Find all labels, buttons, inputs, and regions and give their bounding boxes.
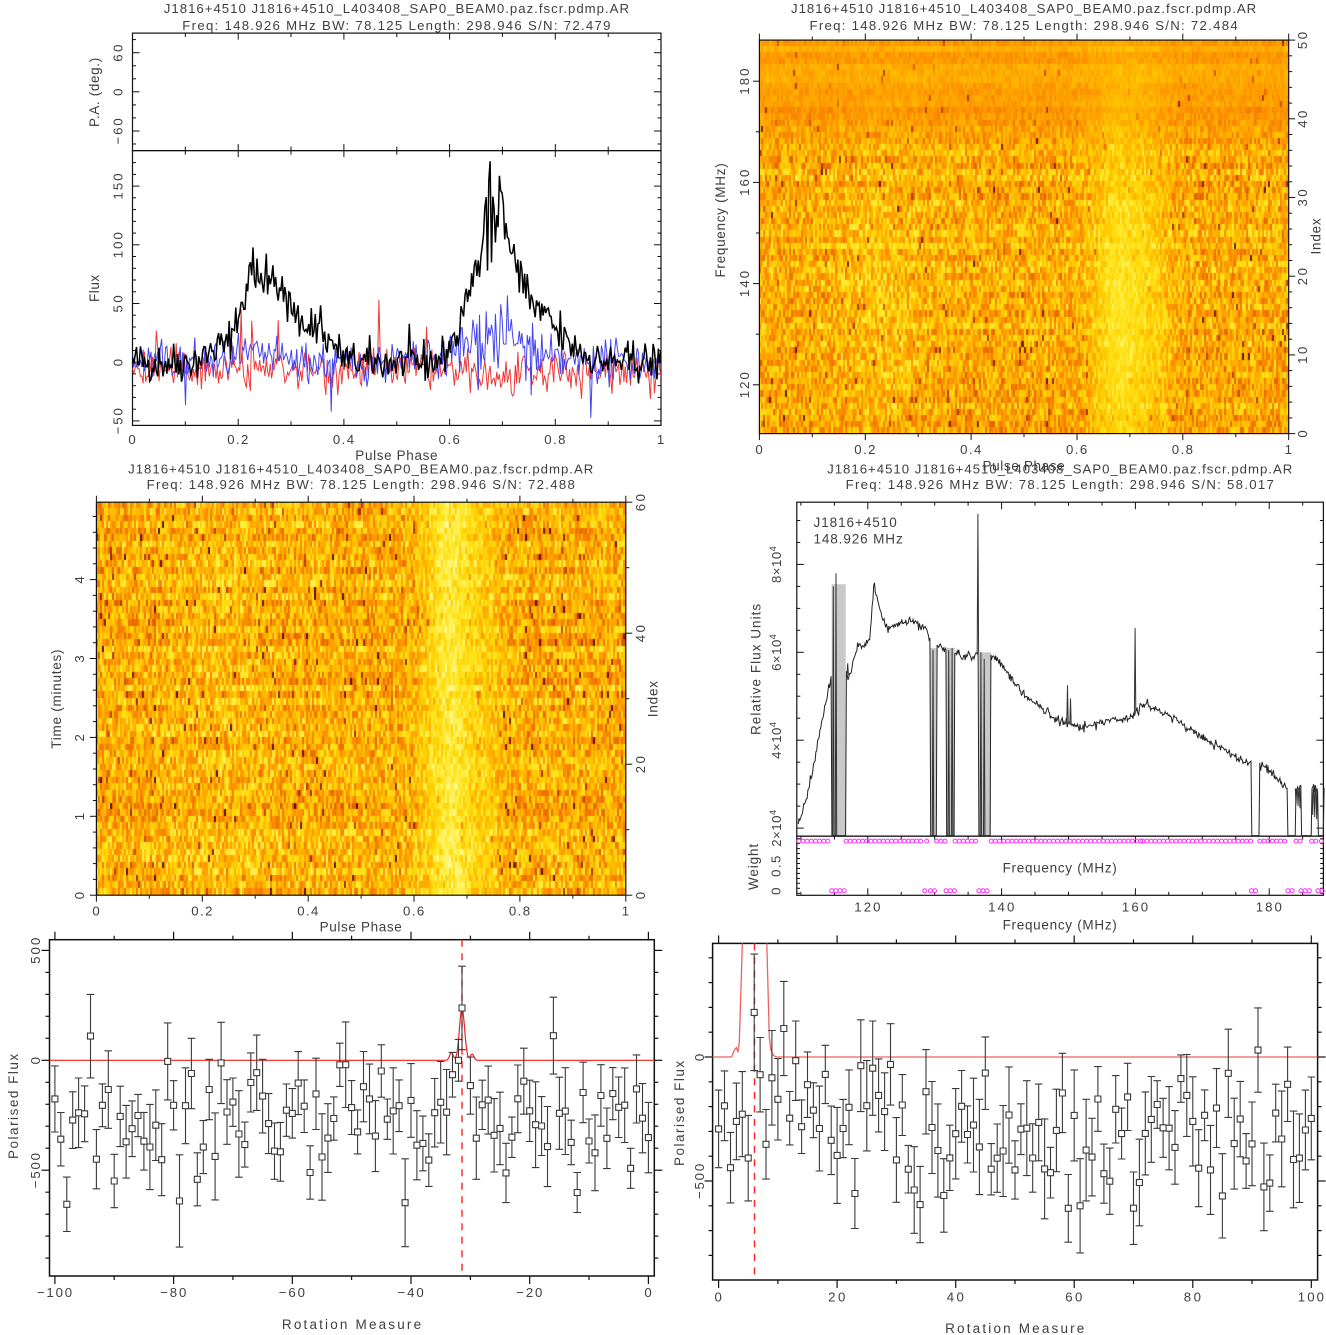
svg-text:0: 0 [72,891,87,899]
svg-text:160: 160 [1122,900,1149,915]
svg-text:−20: −20 [516,1285,543,1300]
svg-text:0.2: 0.2 [191,904,213,919]
svg-text:60: 60 [1065,1290,1083,1305]
svg-text:2: 2 [72,733,87,741]
svg-text:0: 0 [28,1056,43,1064]
svg-text:0.8: 0.8 [544,432,566,447]
svg-text:20: 20 [1295,267,1310,285]
svg-text:4: 4 [72,576,87,584]
svg-text:0: 0 [111,358,126,366]
svg-text:Freq: 148.926 MHz BW: 78.125 L: Freq: 148.926 MHz BW: 78.125 Length: 298… [846,477,1275,492]
svg-text:−500: −500 [692,1163,707,1199]
svg-text:0: 0 [1295,430,1310,438]
svg-text:Index: Index [646,680,661,717]
svg-text:1: 1 [72,812,87,820]
svg-text:−80: −80 [160,1285,187,1300]
svg-text:0: 0 [769,887,784,895]
svg-text:0.4: 0.4 [297,904,319,919]
svg-text:10: 10 [1295,346,1310,364]
svg-text:1: 1 [657,432,665,447]
svg-text:Polarised Flux: Polarised Flux [672,1060,687,1166]
svg-text:Polarised Flux: Polarised Flux [6,1053,21,1159]
svg-text:40: 40 [633,624,648,642]
svg-text:Rotation Measure: Rotation Measure [282,1317,422,1332]
svg-text:−500: −500 [28,1152,43,1188]
svg-text:0: 0 [692,1053,707,1061]
svg-text:0.5: 0.5 [769,855,784,877]
svg-text:−40: −40 [398,1285,425,1300]
svg-text:Flux: Flux [87,274,102,302]
svg-text:−60: −60 [111,118,126,145]
svg-text:0: 0 [715,1290,723,1305]
svg-text:160: 160 [737,169,752,196]
svg-text:120: 120 [854,900,881,915]
svg-text:0: 0 [644,1285,652,1300]
svg-text:140: 140 [737,270,752,297]
svg-text:J1816+4510: J1816+4510 [814,515,898,530]
svg-text:180: 180 [1256,900,1283,915]
svg-text:30: 30 [1295,189,1310,207]
svg-text:0.6: 0.6 [1066,442,1088,457]
svg-text:60: 60 [633,493,648,511]
svg-text:0: 0 [92,904,100,919]
svg-text:50: 50 [111,295,126,313]
svg-text:Time (minutes): Time (minutes) [49,649,64,749]
svg-text:20: 20 [828,1290,846,1305]
svg-text:Rotation Measure: Rotation Measure [945,1321,1085,1335]
svg-text:Weight: Weight [746,843,761,890]
svg-text:6×104: 6×104 [768,634,784,671]
svg-text:4×104: 4×104 [768,722,784,759]
svg-text:Freq: 148.926 MHz BW: 78.125 L: Freq: 148.926 MHz BW: 78.125 Length: 298… [810,18,1239,33]
svg-text:J1816+4510 J1816+4510_L403408_: J1816+4510 J1816+4510_L403408_SAP0_BEAM0… [128,461,594,476]
svg-text:500: 500 [28,937,43,964]
svg-text:Index: Index [1309,218,1324,255]
svg-text:Pulse Phase: Pulse Phase [355,448,438,463]
svg-text:100: 100 [111,231,126,258]
svg-text:0: 0 [633,891,648,899]
svg-text:0.4: 0.4 [960,442,982,457]
svg-text:2×104: 2×104 [768,809,784,846]
svg-text:50: 50 [1295,31,1310,49]
svg-text:140: 140 [988,900,1015,915]
svg-text:60: 60 [111,44,126,62]
svg-text:8×104: 8×104 [768,546,784,583]
svg-text:J1816+4510 J1816+4510_L403408_: J1816+4510 J1816+4510_L403408_SAP0_BEAM0… [827,461,1293,476]
svg-text:Relative Flux Units: Relative Flux Units [749,603,764,735]
svg-text:Frequency (MHz): Frequency (MHz) [1003,861,1118,876]
svg-text:3: 3 [72,654,87,662]
svg-text:100: 100 [1298,1290,1325,1305]
svg-text:−100: −100 [37,1285,73,1300]
svg-text:0.8: 0.8 [1172,442,1194,457]
svg-text:150: 150 [111,173,126,200]
svg-text:0: 0 [111,88,126,96]
svg-text:148.926 MHz: 148.926 MHz [814,532,904,547]
svg-text:0: 0 [755,442,763,457]
svg-text:180: 180 [737,68,752,95]
svg-text:Pulse Phase: Pulse Phase [320,920,403,935]
svg-text:20: 20 [633,755,648,773]
svg-text:−60: −60 [279,1285,306,1300]
svg-text:40: 40 [947,1290,965,1305]
svg-text:0.2: 0.2 [854,442,876,457]
svg-text:P.A. (deg.): P.A. (deg.) [87,57,102,127]
svg-text:0: 0 [128,432,136,447]
svg-text:1: 1 [622,904,630,919]
svg-text:0.6: 0.6 [403,904,425,919]
svg-text:40: 40 [1295,110,1310,128]
svg-text:0.4: 0.4 [333,432,355,447]
svg-text:0.6: 0.6 [439,432,461,447]
svg-text:Frequency (MHz): Frequency (MHz) [713,163,728,278]
svg-text:0.8: 0.8 [509,904,531,919]
svg-text:Frequency (MHz): Frequency (MHz) [1003,918,1118,933]
svg-text:0.2: 0.2 [227,432,249,447]
svg-text:Pulse Phase: Pulse Phase [983,459,1066,474]
svg-text:−50: −50 [111,407,126,434]
svg-text:J1816+4510 J1816+4510_L403408_: J1816+4510 J1816+4510_L403408_SAP0_BEAM0… [791,1,1257,16]
svg-text:1: 1 [1285,442,1293,457]
svg-text:J1816+4510 J1816+4510_L403408_: J1816+4510 J1816+4510_L403408_SAP0_BEAM0… [164,1,630,16]
svg-text:120: 120 [737,371,752,398]
svg-text:Freq: 148.926 MHz BW: 78.125 L: Freq: 148.926 MHz BW: 78.125 Length: 298… [147,477,576,492]
svg-text:Freq: 148.926 MHz BW: 78.125 L: Freq: 148.926 MHz BW: 78.125 Length: 298… [182,18,611,33]
svg-text:80: 80 [1184,1290,1202,1305]
